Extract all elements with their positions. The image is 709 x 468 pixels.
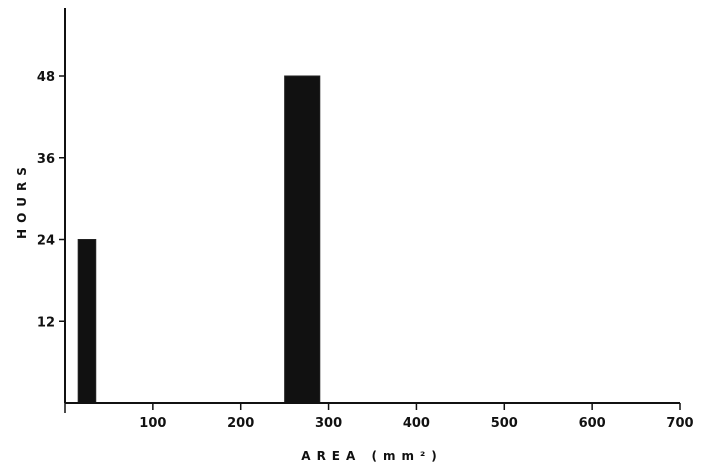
- x-tick-label: 200: [227, 416, 254, 431]
- x-tick-label: 500: [491, 416, 518, 431]
- y-tick-label: 36: [37, 152, 55, 167]
- bar-1: [77, 239, 97, 404]
- x-tick-label: 700: [666, 416, 693, 431]
- x-tick-label: 300: [315, 416, 342, 431]
- y-tick-label: 48: [37, 70, 55, 85]
- x-ticks-group: 100 200 300 400 500 600 700: [64, 403, 694, 431]
- x-tick-label: 100: [139, 416, 166, 431]
- y-tick-label: 24: [37, 234, 55, 249]
- y-axis-title: HOURS: [15, 161, 29, 239]
- x-axis-title: AREA (mm²): [301, 449, 442, 463]
- y-tick-label: 12: [37, 315, 55, 330]
- x-tick-label: 600: [579, 416, 606, 431]
- bar-2: [284, 75, 321, 404]
- bars-group: [77, 75, 321, 404]
- x-tick-label: 400: [403, 416, 430, 431]
- y-ticks-group: 12 24 36 48: [37, 70, 65, 330]
